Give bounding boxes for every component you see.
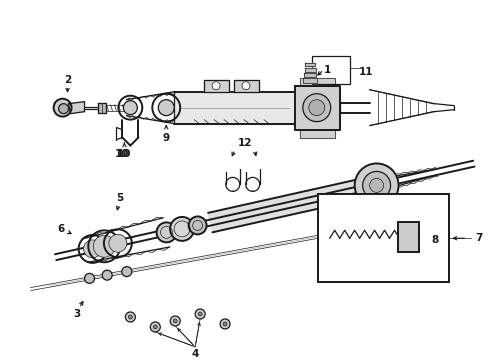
Polygon shape: [303, 78, 317, 83]
Text: 6: 6: [57, 224, 64, 234]
Circle shape: [122, 267, 132, 276]
Polygon shape: [300, 78, 335, 86]
Circle shape: [309, 100, 325, 116]
Bar: [318, 194, 449, 282]
Circle shape: [212, 82, 220, 90]
Circle shape: [242, 82, 250, 90]
Circle shape: [369, 179, 384, 192]
Circle shape: [198, 312, 202, 316]
Circle shape: [170, 316, 180, 326]
Circle shape: [125, 312, 135, 322]
Text: 11: 11: [358, 67, 373, 77]
Circle shape: [173, 319, 177, 323]
Circle shape: [153, 325, 157, 329]
Bar: [312, 56, 350, 84]
Text: 12: 12: [238, 139, 252, 148]
Polygon shape: [300, 130, 335, 138]
Text: 3: 3: [74, 309, 81, 319]
Polygon shape: [208, 180, 359, 232]
Circle shape: [128, 315, 132, 319]
Text: 10: 10: [117, 149, 132, 158]
Text: 8: 8: [432, 235, 439, 245]
Circle shape: [93, 235, 115, 257]
Circle shape: [53, 99, 72, 117]
Circle shape: [85, 273, 95, 283]
Circle shape: [102, 270, 112, 280]
Text: 9: 9: [163, 132, 170, 143]
Circle shape: [170, 217, 194, 241]
Polygon shape: [174, 92, 295, 123]
Circle shape: [158, 100, 174, 116]
Circle shape: [123, 101, 137, 114]
Circle shape: [220, 319, 230, 329]
Polygon shape: [295, 86, 340, 130]
Circle shape: [150, 322, 160, 332]
Text: 1: 1: [324, 65, 331, 75]
Text: 10: 10: [115, 149, 130, 158]
Circle shape: [195, 309, 205, 319]
Text: 5: 5: [117, 193, 123, 203]
Text: 2: 2: [64, 75, 71, 85]
Polygon shape: [305, 63, 315, 66]
Polygon shape: [98, 103, 106, 113]
Circle shape: [303, 94, 331, 122]
Circle shape: [355, 163, 398, 207]
Polygon shape: [204, 80, 229, 92]
Circle shape: [189, 216, 207, 234]
Circle shape: [59, 104, 69, 114]
Circle shape: [84, 240, 101, 258]
Circle shape: [109, 234, 127, 252]
Polygon shape: [69, 102, 84, 114]
Polygon shape: [304, 73, 316, 77]
Text: 7: 7: [476, 233, 483, 243]
Circle shape: [223, 322, 227, 326]
Polygon shape: [305, 68, 316, 72]
Circle shape: [363, 171, 391, 199]
Polygon shape: [234, 80, 259, 92]
Bar: [397, 222, 419, 252]
Circle shape: [156, 222, 176, 242]
Text: 4: 4: [192, 349, 199, 359]
